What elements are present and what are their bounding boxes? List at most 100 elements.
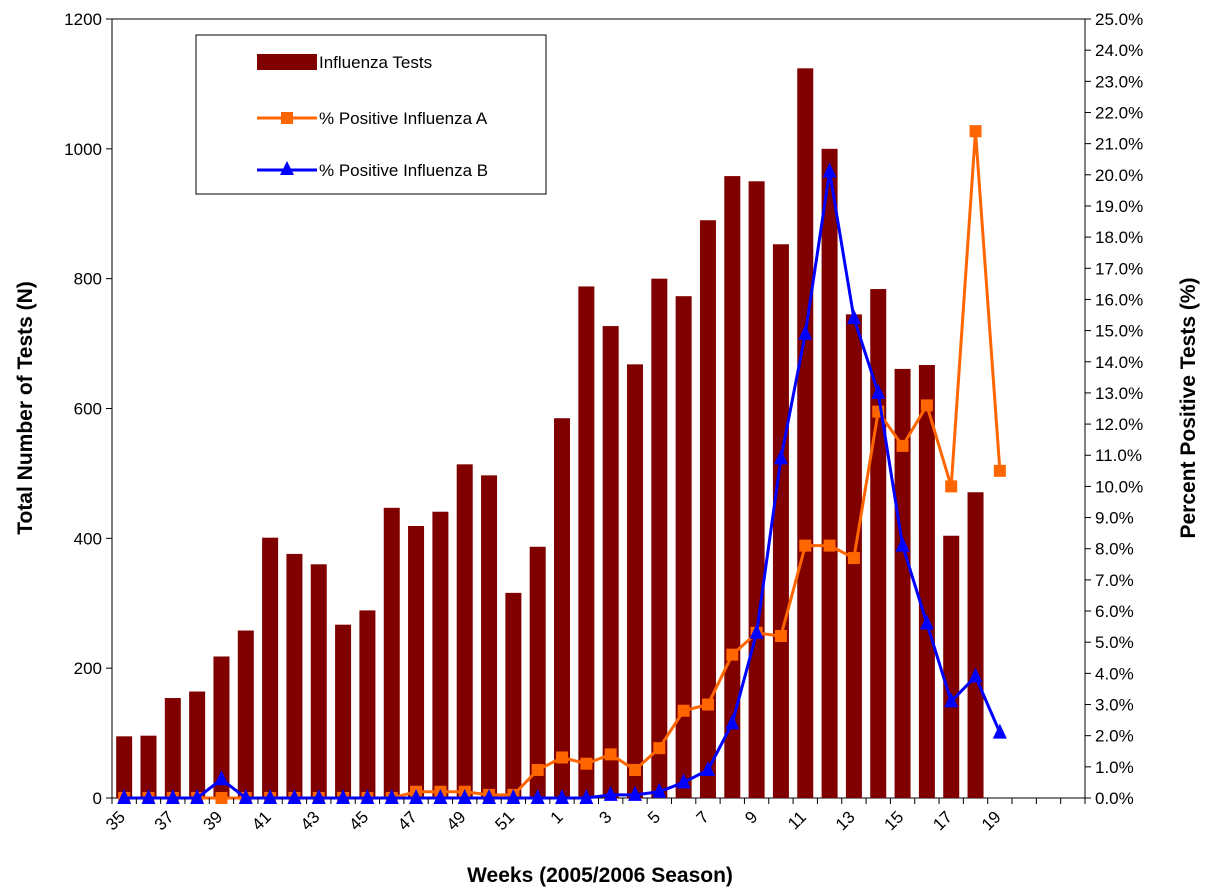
y-right-tick-label: 15.0% <box>1095 322 1143 341</box>
influenza-a-point-52 <box>531 763 544 776</box>
bar-11 <box>797 68 814 798</box>
bar-48 <box>432 511 449 798</box>
influenza-b-point-38 <box>190 789 205 804</box>
x-tick-label: 35 <box>102 807 129 834</box>
y-left-tick-label: 1000 <box>64 140 102 159</box>
bar-37 <box>164 698 181 798</box>
influenza-b-point-15 <box>895 536 910 552</box>
bar-10 <box>772 244 789 798</box>
x-axis-title: Weeks (2005/2006 Season) <box>467 864 733 887</box>
x-tick-label: 3 <box>595 807 615 827</box>
axes: 0 200 400 600 800 1000 1200 0.0% 1.0% 2.0% 3.0% 4.0… <box>64 10 1143 834</box>
bar-41 <box>262 537 279 798</box>
influenza-b-point-3 <box>603 785 618 801</box>
influenza-b-point-49 <box>457 789 472 804</box>
y-right-tick-label: 5.0% <box>1095 633 1134 652</box>
influenza-b-point-16 <box>919 614 934 630</box>
y-right-tick-label: 6.0% <box>1095 602 1134 621</box>
influenza-b-point-12 <box>822 162 837 178</box>
influenza-b-point-7 <box>700 760 715 776</box>
legend-box <box>195 34 547 195</box>
y-right-tick-label: 0.0% <box>1095 789 1134 808</box>
y-left-tick-label: 200 <box>74 659 102 678</box>
x-tick-label: 45 <box>345 807 372 834</box>
y-right-tick-label: 12.0% <box>1095 415 1143 434</box>
bar-2 <box>578 286 595 798</box>
y-right-tick-label: 24.0% <box>1095 41 1143 60</box>
bar-17 <box>943 535 960 798</box>
bar-49 <box>456 464 473 798</box>
y-axis-title-left: Total Number of Tests (N) <box>14 281 37 535</box>
bar-40 <box>237 630 254 798</box>
bar-51 <box>505 592 522 798</box>
x-tick-label: 39 <box>199 807 226 834</box>
influenza-b-point-45 <box>360 789 375 804</box>
legend-label-influenza-a: % Positive Influenza A <box>319 109 488 128</box>
y-right-tick-label: 1.0% <box>1095 758 1134 777</box>
influenza-b-point-11 <box>798 324 813 340</box>
y-right-tick-label: 17.0% <box>1095 259 1143 278</box>
x-tick-label: 51 <box>491 807 518 834</box>
x-tick-label: 1 <box>547 807 567 827</box>
influenza-a-point-17 <box>945 480 958 493</box>
influenza-b-point-41 <box>263 789 278 804</box>
influenza-b-point-39 <box>214 770 229 786</box>
y-right-tick-label: 21.0% <box>1095 135 1143 154</box>
bar-46 <box>383 507 400 798</box>
x-tick-label: 7 <box>693 807 713 827</box>
bar-18 <box>967 492 984 798</box>
bar-4 <box>626 364 643 798</box>
bar-1 <box>554 418 571 798</box>
bar-3 <box>602 326 619 798</box>
y-right-tick-label: 10.0% <box>1095 477 1143 496</box>
bar-42 <box>286 553 303 798</box>
legend: Influenza Tests % Positive Influenza A %… <box>195 34 547 195</box>
influenza-b-point-40 <box>238 789 253 804</box>
influenza-a-point-13 <box>847 552 860 565</box>
bar-50 <box>481 475 498 798</box>
bar-45 <box>359 610 376 798</box>
y-right-tick-label: 16.0% <box>1095 290 1143 309</box>
line-series-influenza-b <box>117 162 1007 804</box>
influenza-b-point-13 <box>846 309 861 325</box>
y-axis-title-right: Percent Positive Tests (%) <box>1177 277 1200 538</box>
influenza-b-point-47 <box>409 789 424 804</box>
bar-38 <box>189 691 206 798</box>
legend-swatch-influenza-tests <box>257 54 317 70</box>
influenza-b-point-48 <box>433 789 448 804</box>
influenza-b-point-8 <box>725 714 740 730</box>
bar-35 <box>116 736 133 798</box>
y-right-tick-label: 13.0% <box>1095 384 1143 403</box>
bar-12 <box>821 148 838 799</box>
influenza-a-point-8 <box>726 648 739 661</box>
influenza-b-point-51 <box>506 789 521 804</box>
y-right-tick-label: 22.0% <box>1095 103 1143 122</box>
influenza-b-point-37 <box>165 789 180 804</box>
y-right-tick-label: 20.0% <box>1095 166 1143 185</box>
influenza-b-point-5 <box>652 782 667 798</box>
y-right-tick-label: 25.0% <box>1095 10 1143 29</box>
y-left-tick-label: 0 <box>93 789 102 808</box>
influenza-b-point-43 <box>311 789 326 804</box>
y-right-tick-label: 7.0% <box>1095 571 1134 590</box>
influenza-b-point-35 <box>117 789 132 804</box>
bar-36 <box>140 735 157 798</box>
x-tick-label: 9 <box>741 807 761 827</box>
x-tick-label: 43 <box>297 807 324 834</box>
bar-14 <box>870 289 887 798</box>
influenza-a-point-39 <box>215 792 228 804</box>
influenza-a-point-5 <box>653 742 666 755</box>
influenza-a-point-7 <box>701 698 714 711</box>
x-tick-label: 47 <box>394 807 421 834</box>
legend-label-influenza-b: % Positive Influenza B <box>319 161 488 180</box>
influenza-b-point-19 <box>992 723 1007 739</box>
influenza-b-point-6 <box>676 773 691 789</box>
y-right-tick-label: 11.0% <box>1095 446 1142 465</box>
bar-5 <box>651 278 668 799</box>
bar-43 <box>310 564 327 798</box>
influenza-b-point-18 <box>968 667 983 683</box>
bar-8 <box>724 176 741 798</box>
x-tick-label: 11 <box>784 807 810 833</box>
influenza-a-point-16 <box>920 399 933 412</box>
